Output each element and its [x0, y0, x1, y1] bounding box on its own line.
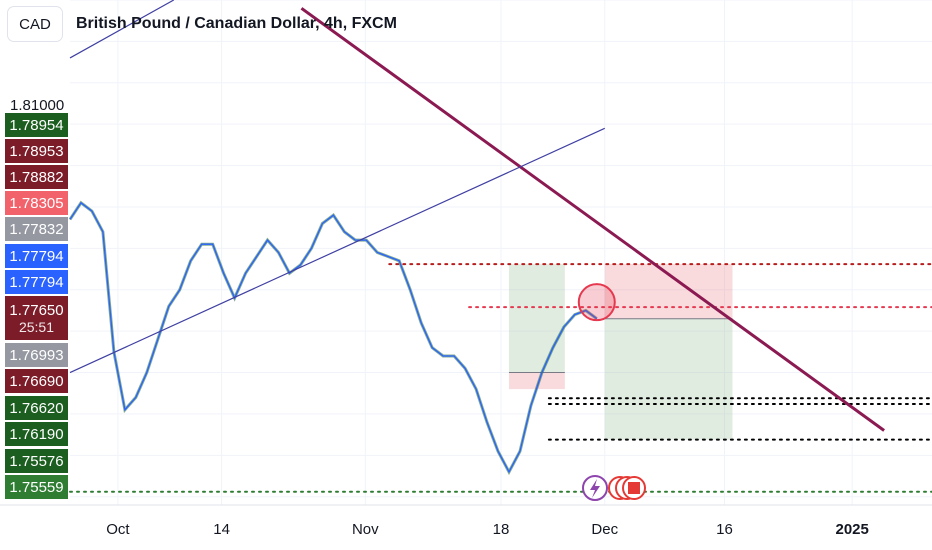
last-price-label: 1.77650 25:51 [5, 296, 68, 340]
x-tick-label: Nov [352, 521, 379, 538]
price-label: 1.77794 [5, 244, 68, 268]
lightning-glyph [590, 479, 600, 498]
chart-header: CAD British Pound / Canadian Dollar, 4h,… [0, 4, 397, 44]
price-tick-label: 1.81000 [10, 97, 65, 114]
channel-upper-line [69, 0, 175, 59]
price-label: 1.76690 [5, 369, 68, 393]
x-tick-label: 2025 [835, 521, 868, 538]
price-label: 1.78305 [5, 191, 68, 215]
price-label: 1.78953 [5, 139, 68, 163]
trendline-descending [300, 7, 885, 432]
x-tick-label: Dec [591, 521, 618, 538]
x-tick-label: 18 [493, 521, 510, 538]
chart-title: British Pound / Canadian Dollar, 4h, FXC… [76, 15, 397, 32]
price-label: 1.75559 [5, 475, 68, 499]
last-price-value: 1.77650 [9, 301, 64, 319]
canada-flag-glyph [628, 482, 640, 494]
short-stop-zone [604, 264, 733, 319]
long-target-zone [508, 264, 565, 373]
price-label: 1.78882 [5, 165, 68, 189]
x-tick-label: 16 [716, 521, 733, 538]
bar-countdown: 25:51 [18, 318, 55, 335]
symbol-chip[interactable]: CAD [8, 7, 62, 41]
price-label: 1.75576 [5, 449, 68, 473]
x-tick-label: Oct [106, 521, 130, 538]
long-stop-zone [508, 372, 565, 390]
short-target-zone [604, 318, 733, 440]
channel-lower-line [69, 127, 606, 374]
price-label: 1.76993 [5, 343, 68, 367]
time-axis [0, 505, 932, 550]
highlight-circle [577, 283, 616, 322]
moving-average-line [69, 201, 598, 474]
price-label: 1.78954 [5, 113, 68, 137]
x-tick-label: 14 [213, 521, 230, 538]
price-label: 1.77832 [5, 217, 68, 241]
price-label: 1.77794 [5, 270, 68, 294]
price-label: 1.76190 [5, 422, 68, 446]
price-label: 1.76620 [5, 396, 68, 420]
